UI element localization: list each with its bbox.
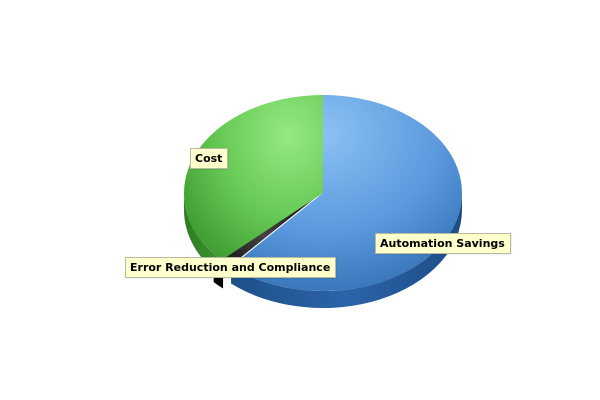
pie-slice-error-reduction-and-compliance[interactable] <box>213 198 315 272</box>
slice-label-automation-savings: Automation Savings <box>375 233 511 254</box>
pie-side-automation-savings <box>231 193 462 309</box>
pie-side-cost <box>184 193 222 278</box>
pie-slice-cost[interactable] <box>184 95 323 261</box>
slice-label-error-reduction-and-compliance: Error Reduction and Compliance <box>125 257 337 278</box>
slice-label-cost: Cost <box>190 148 229 169</box>
